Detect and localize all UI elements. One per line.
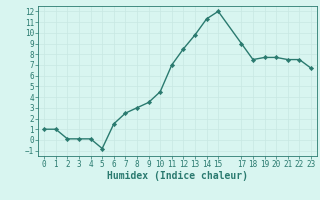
X-axis label: Humidex (Indice chaleur): Humidex (Indice chaleur): [107, 171, 248, 181]
